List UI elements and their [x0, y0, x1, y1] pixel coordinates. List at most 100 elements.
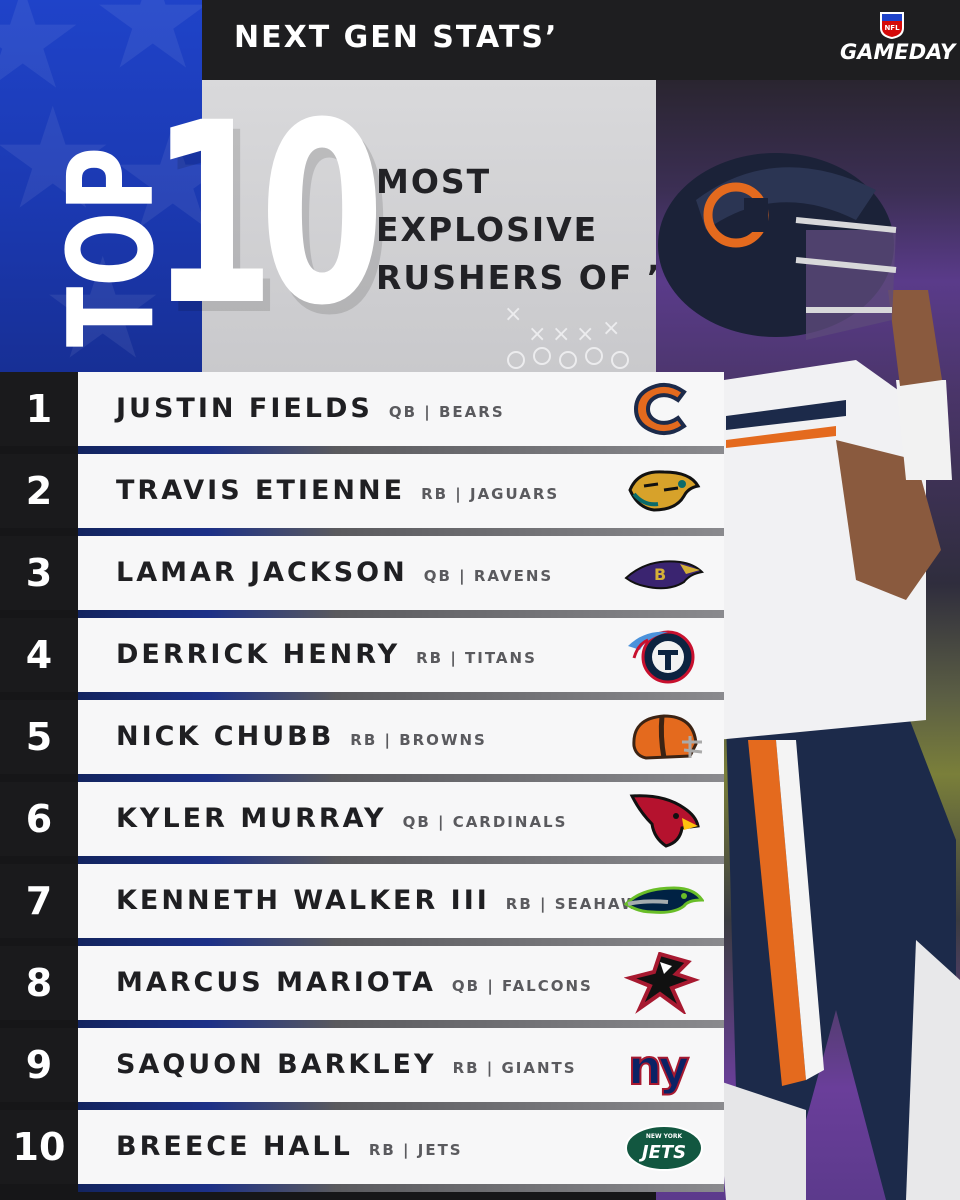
rank-box: 1 [0, 372, 78, 446]
star-icon: ★ [90, 0, 202, 101]
player-name-line: MARCUS MARIOTA QB | FALCONS [116, 946, 593, 1020]
player-card: SAQUON BARKLEY RB | GIANTS ny [78, 1028, 724, 1102]
player-name: KENNETH WALKER III [116, 885, 490, 916]
subtitle: MOST EXPLOSIVE RUSHERS OF ’22 [376, 158, 711, 302]
rank-number: 1 [25, 387, 53, 431]
meta-separator: | [430, 813, 453, 831]
player-position: RB [416, 649, 444, 667]
rank-number: 2 [25, 469, 53, 513]
player-card: KENNETH WALKER III RB | SEAHAWKS [78, 864, 724, 938]
giants-logo: ny [624, 1034, 704, 1097]
rank-number: 6 [25, 797, 53, 841]
header-bar: NEXT GEN STATS’ NFL GAMEDAY [202, 0, 960, 80]
player-position: RB [452, 1059, 480, 1077]
player-name: JUSTIN FIELDS [116, 393, 373, 424]
rank-box: 10 [0, 1110, 78, 1184]
player-meta: QB | FALCONS [452, 977, 593, 995]
player-team: BROWNS [399, 731, 487, 749]
player-card: KYLER MURRAY QB | CARDINALS [78, 782, 724, 856]
ranking-row: 2 TRAVIS ETIENNE RB | JAGUARS [0, 454, 724, 536]
player-team: RAVENS [473, 567, 554, 585]
star-icon: ★ [110, 98, 202, 261]
rank-box: 5 [0, 700, 78, 774]
ranking-row: 7 KENNETH WALKER III RB | SEAHAWKS [0, 864, 724, 946]
player-position: QB [423, 567, 452, 585]
top-word: TOP [42, 147, 160, 347]
player-name-line: KYLER MURRAY QB | CARDINALS [116, 782, 567, 856]
row-divider [78, 1102, 724, 1110]
jaguars-logo [624, 460, 704, 522]
rank-number: 4 [25, 633, 53, 677]
jets-logo: NEW YORK JETS [624, 1116, 704, 1178]
play-diagram-circles [507, 347, 629, 369]
player-name-line: LAMAR JACKSON QB | RAVENS [116, 536, 553, 610]
gameday-wordmark: GAMEDAY [840, 40, 956, 64]
player-name: SAQUON BARKLEY [116, 1049, 437, 1080]
row-divider [78, 856, 724, 864]
player-name: NICK CHUBB [116, 721, 335, 752]
player-team: FALCONS [502, 977, 593, 995]
star-icon: ★ [0, 78, 116, 241]
player-meta: RB | BROWNS [350, 731, 487, 749]
ranking-row: 10 BREECE HALL RB | JETS NEW YORK JETS [0, 1110, 724, 1192]
player-position: RB [505, 895, 533, 913]
player-name: MARCUS MARIOTA [116, 967, 436, 998]
player-position: RB [368, 1141, 396, 1159]
player-name-line: JUSTIN FIELDS QB | BEARS [116, 372, 505, 446]
top-word-text: TOP [42, 147, 160, 347]
rank-number: 5 [25, 715, 53, 759]
rank-number: 7 [25, 879, 53, 923]
meta-separator: | [448, 485, 470, 503]
row-divider [78, 528, 724, 536]
player-team: BEARS [439, 403, 505, 421]
player-name-line: SAQUON BARKLEY RB | GIANTS [116, 1028, 577, 1102]
player-team: CARDINALS [452, 813, 568, 831]
player-card: LAMAR JACKSON QB | RAVENS B [78, 536, 724, 610]
play-diagram-x-icon: × [602, 316, 621, 341]
ravens-logo: B [624, 542, 705, 604]
rank-box: 2 [0, 454, 78, 528]
play-diagram-x-icon: × [528, 322, 547, 347]
play-diagram-x-icon: × [576, 322, 595, 347]
player-name-line: BREECE HALL RB | JETS [116, 1110, 463, 1184]
rank-box: 3 [0, 536, 78, 610]
rank-box: 9 [0, 1028, 78, 1102]
meta-separator: | [395, 1141, 418, 1159]
rank-number: 10 [12, 1125, 66, 1169]
player-name: TRAVIS ETIENNE [116, 475, 406, 506]
player-card: DERRICK HENRY RB | TITANS [78, 618, 724, 692]
nfl-gameday-logo: NFL GAMEDAY [840, 10, 956, 70]
player-name-line: DERRICK HENRY RB | TITANS [116, 618, 537, 692]
player-position: QB [402, 813, 431, 831]
ranking-row: 4 DERRICK HENRY RB | TITANS [0, 618, 724, 700]
ranking-row: 5 NICK CHUBB RB | BROWNS [0, 700, 724, 782]
rank-box: 8 [0, 946, 78, 1020]
blue-star-panel: ★ ★ ★ ★ ★ [0, 0, 202, 372]
player-name: DERRICK HENRY [116, 639, 401, 670]
player-team: JETS [417, 1141, 463, 1159]
bears-logo [624, 378, 704, 440]
player-meta: QB | BEARS [389, 403, 505, 421]
rank-number: 3 [25, 551, 53, 595]
svg-text:JETS: JETS [639, 1142, 686, 1163]
player-card: NICK CHUBB RB | BROWNS [78, 700, 724, 774]
star-icon: ★ [0, 0, 86, 121]
star-icon: ★ [40, 228, 166, 373]
meta-separator: | [443, 649, 466, 667]
player-meta: RB | TITANS [416, 649, 537, 667]
player-position: RB [350, 731, 378, 749]
cardinals-logo [624, 788, 704, 850]
meta-separator: | [417, 403, 439, 421]
row-divider [78, 774, 724, 782]
subtitle-line: MOST [376, 162, 492, 201]
player-meta: QB | CARDINALS [403, 813, 568, 831]
row-divider [78, 938, 724, 946]
player-name: LAMAR JACKSON [116, 557, 408, 588]
rank-number: 9 [25, 1043, 53, 1087]
row-divider [78, 692, 724, 700]
player-name-line: TRAVIS ETIENNE RB | JAGUARS [116, 454, 559, 528]
subtitle-line: EXPLOSIVE [376, 210, 599, 249]
meta-separator: | [451, 567, 474, 585]
play-diagram-x-icon: × [504, 302, 523, 327]
